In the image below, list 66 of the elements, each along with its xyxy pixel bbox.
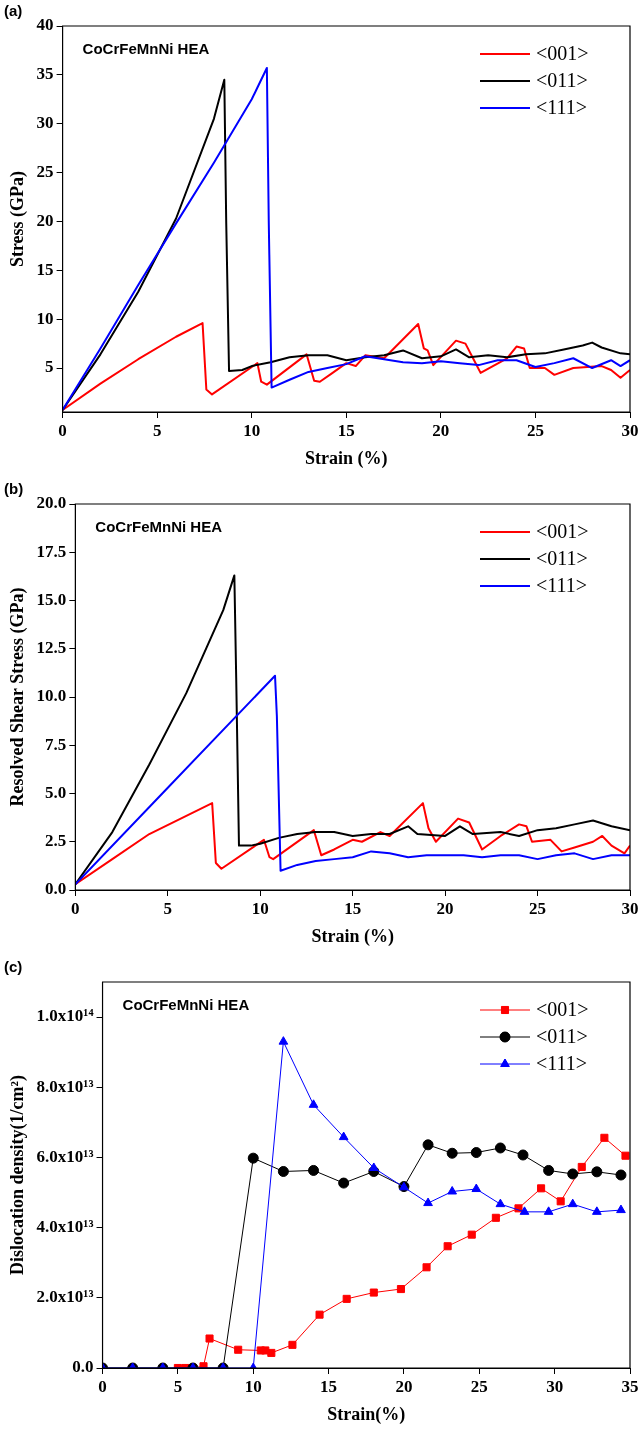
- x-tick-label: 15: [320, 1376, 338, 1396]
- x-tick-label: 15: [344, 898, 362, 918]
- x-tick-label: 20: [432, 420, 450, 440]
- y-tick-label: 7.5: [45, 734, 67, 754]
- y-axis-title: Resolved Shear Stress (GPa): [7, 587, 29, 807]
- legend-label: <001>: [536, 998, 589, 1021]
- legend-label: <011>: [536, 1025, 588, 1048]
- annotation: CoCrFeMnNi HEA: [82, 39, 210, 57]
- legend-label: <011>: [536, 69, 588, 92]
- x-tick-label: 25: [529, 898, 547, 918]
- y-tick-label: 2.0x10¹³: [36, 1287, 94, 1307]
- y-tick-label: 0.0: [72, 1357, 94, 1377]
- x-tick-label: 35: [621, 1376, 639, 1396]
- y-tick-label: 35: [36, 64, 54, 84]
- y-tick-label: 30: [36, 113, 54, 133]
- y-axis-title: Stress (GPa): [7, 170, 29, 268]
- annotation: CoCrFeMnNi HEA: [95, 517, 223, 535]
- y-tick-label: 12.5: [36, 638, 67, 658]
- x-tick-label: 20: [436, 898, 454, 918]
- y-tick-label: 10.0: [36, 686, 67, 706]
- x-axis-title: Strain(%): [327, 1403, 406, 1425]
- x-tick-label: 0: [58, 420, 67, 440]
- x-tick-label: 25: [526, 420, 544, 440]
- legend-label: <111>: [536, 96, 588, 119]
- y-tick-label: 20: [36, 210, 54, 230]
- text: (c): [4, 957, 23, 975]
- legend-label: <001>: [536, 520, 589, 543]
- legend-label: <111>: [536, 574, 588, 597]
- x-tick-label: 20: [395, 1376, 413, 1396]
- text: (a): [4, 1, 23, 19]
- y-tick-label: 25: [36, 161, 54, 181]
- x-tick-label: 30: [546, 1376, 564, 1396]
- y-tick-label: 15: [36, 259, 54, 279]
- y-tick-label: 6.0x10¹³: [36, 1146, 94, 1166]
- text: (b): [4, 479, 24, 497]
- y-tick-label: 1.0x10¹⁴: [36, 1006, 94, 1026]
- x-tick-label: 0: [71, 898, 80, 918]
- y-tick-label: 5: [45, 357, 54, 377]
- y-tick-label: 10: [36, 308, 54, 328]
- y-tick-label: 40: [36, 15, 54, 35]
- x-tick-label: 30: [621, 898, 639, 918]
- annotation: CoCrFeMnNi HEA: [122, 995, 250, 1013]
- x-tick-label: 5: [173, 1376, 183, 1396]
- y-tick-label: 2.5: [45, 831, 67, 851]
- x-axis-title: Strain (%): [311, 925, 394, 947]
- legend-label: <111>: [536, 1052, 588, 1075]
- x-tick-label: 10: [251, 898, 269, 918]
- y-tick-label: 20.0: [36, 493, 67, 513]
- legend-label: <001>: [536, 42, 589, 65]
- x-tick-label: 25: [470, 1376, 488, 1396]
- y-tick-label: 5.0: [45, 782, 67, 802]
- y-tick-label: 15.0: [36, 589, 67, 609]
- x-tick-label: 30: [621, 420, 639, 440]
- y-axis-title: Dislocation density(1/cm²): [7, 1075, 29, 1275]
- x-tick-label: 5: [152, 420, 162, 440]
- x-tick-label: 0: [98, 1376, 107, 1396]
- x-tick-label: 5: [163, 898, 173, 918]
- x-tick-label: 10: [243, 420, 261, 440]
- y-tick-label: 8.0x10¹³: [36, 1076, 94, 1096]
- y-tick-label: 4.0x10¹³: [36, 1217, 94, 1237]
- x-tick-label: 15: [337, 420, 355, 440]
- x-tick-label: 10: [244, 1376, 262, 1396]
- legend-label: <011>: [536, 547, 588, 570]
- x-axis-title: Strain (%): [305, 447, 388, 469]
- y-tick-label: 17.5: [36, 541, 67, 561]
- y-tick-label: 0.0: [45, 879, 67, 899]
